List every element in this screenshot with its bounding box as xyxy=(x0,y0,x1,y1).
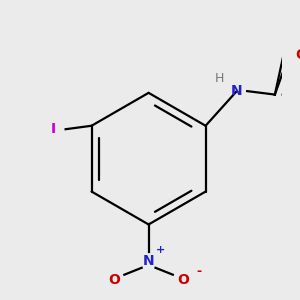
Text: N: N xyxy=(143,254,154,268)
Text: H: H xyxy=(215,73,224,85)
Text: +: + xyxy=(156,245,165,256)
Text: N: N xyxy=(231,84,243,98)
Text: O: O xyxy=(295,48,300,62)
Text: O: O xyxy=(108,273,120,287)
Text: I: I xyxy=(51,122,56,136)
Text: -: - xyxy=(196,265,201,278)
Text: O: O xyxy=(177,273,189,287)
